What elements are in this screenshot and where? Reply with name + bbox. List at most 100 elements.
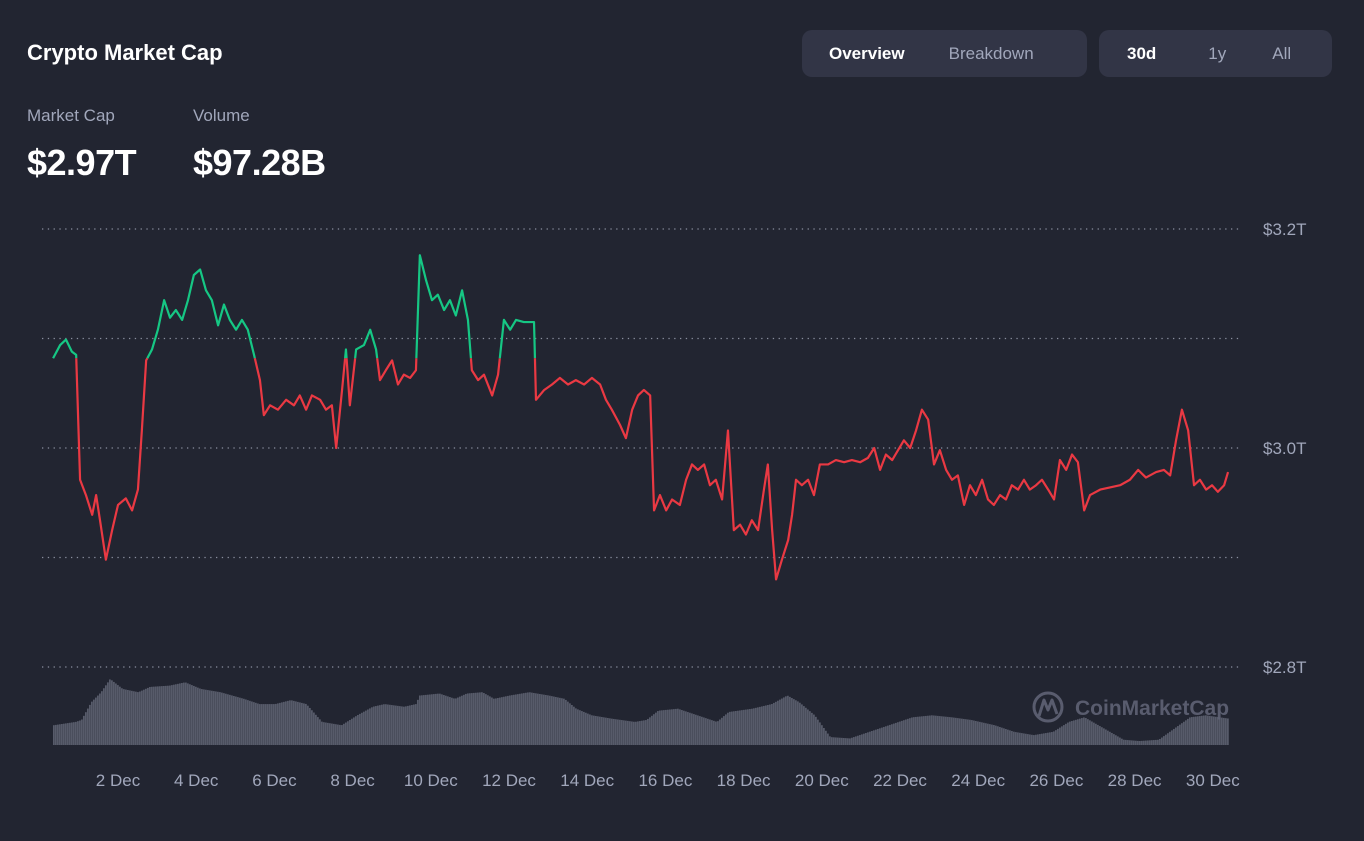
volume-bar — [1111, 732, 1113, 745]
volume-bar — [545, 694, 547, 745]
volume-bar — [403, 706, 405, 745]
volume-bar — [957, 718, 959, 745]
tab-breakdown[interactable]: Breakdown — [948, 43, 1034, 63]
page-title: Crypto Market Cap — [27, 40, 223, 65]
volume-bar — [903, 720, 905, 745]
volume-bar — [849, 738, 851, 745]
volume-bar — [459, 696, 461, 745]
volume-bar — [209, 690, 211, 745]
volume-bar — [583, 711, 585, 745]
volume-bar — [267, 704, 269, 745]
volume-bar — [1035, 734, 1037, 745]
volume-bar — [1029, 734, 1031, 745]
volume-bar — [1013, 731, 1015, 745]
volume-bar — [1187, 718, 1189, 745]
volume-bar — [1217, 717, 1219, 745]
tab-overview[interactable]: Overview — [829, 43, 905, 63]
volume-bar — [99, 693, 101, 745]
volume-bar — [543, 694, 545, 745]
range-30d[interactable]: 30d — [1127, 43, 1157, 63]
volume-bar — [513, 694, 515, 745]
volume-bar — [1143, 740, 1145, 745]
volume-bar — [993, 725, 995, 745]
volume-bar — [197, 687, 199, 745]
volume-bar — [345, 722, 347, 745]
volume-bar — [1071, 721, 1073, 745]
volume-bar — [103, 688, 105, 745]
volume-bar — [643, 720, 645, 745]
volume-bar — [157, 686, 159, 745]
volume-bar — [955, 717, 957, 745]
volume-bar — [1171, 730, 1173, 745]
volume-bar — [1001, 727, 1003, 745]
volume-bar — [91, 701, 93, 745]
range-all[interactable]: All — [1272, 43, 1292, 63]
market-cap-value: $2.97T — [27, 142, 137, 183]
volume-bar — [115, 683, 117, 745]
volume-bar — [327, 722, 329, 745]
volume-bar — [439, 693, 441, 745]
volume-bar — [667, 709, 669, 745]
volume-bar — [1225, 718, 1227, 745]
volume-bar — [823, 727, 825, 745]
volume-bar — [1079, 718, 1081, 745]
volume-bar — [601, 716, 603, 745]
volume-bar — [339, 724, 341, 745]
volume-bar — [515, 694, 517, 745]
volume-bar — [335, 724, 337, 745]
volume-bar — [827, 733, 829, 745]
volume-bar — [179, 683, 181, 745]
volume-bar — [1215, 716, 1217, 745]
volume-bar — [653, 714, 655, 745]
volume-bar — [785, 696, 787, 745]
volume-bar — [937, 715, 939, 745]
volume-bar — [1115, 735, 1117, 745]
volume-bar — [303, 703, 305, 745]
volume-bar — [883, 726, 885, 745]
volume-bar — [779, 699, 781, 745]
volume-bar — [507, 695, 509, 745]
volume-bar — [561, 698, 563, 745]
volume-bar — [901, 720, 903, 745]
volume-bar — [529, 692, 531, 745]
volume-bar — [1167, 733, 1169, 745]
volume-bar — [1023, 733, 1025, 745]
volume-bar — [641, 720, 643, 745]
volume-bar — [1067, 722, 1069, 745]
volume-bar — [979, 721, 981, 745]
volume-bar — [777, 700, 779, 745]
volume-bar — [145, 688, 147, 745]
volume-bar — [1099, 726, 1101, 745]
volume-bar — [189, 684, 191, 745]
x-tick-label: 26 Dec — [1029, 771, 1083, 790]
volume-bar — [923, 716, 925, 745]
volume-bar — [135, 691, 137, 745]
volume-bar — [401, 706, 403, 745]
market-cap-label: Market Cap — [27, 106, 115, 125]
volume-bar — [699, 716, 701, 745]
volume-bar — [1109, 731, 1111, 745]
volume-bar — [803, 706, 805, 745]
volume-bar — [1055, 730, 1057, 745]
volume-bar — [995, 725, 997, 745]
volume-bar — [693, 714, 695, 745]
volume-bar — [457, 697, 459, 745]
volume-bar — [251, 701, 253, 745]
volume-bar — [325, 722, 327, 745]
volume-bar — [433, 694, 435, 745]
volume-bar — [423, 695, 425, 745]
y-tick-label: $3.2T — [1263, 220, 1306, 239]
volume-bar — [891, 724, 893, 745]
watermark-text: CoinMarketCap — [1075, 697, 1229, 720]
range-1y[interactable]: 1y — [1208, 43, 1227, 63]
volume-bar — [425, 694, 427, 745]
volume-bar — [295, 701, 297, 745]
volume-bar — [191, 685, 193, 745]
volume-bar — [707, 718, 709, 745]
volume-bar — [119, 686, 121, 745]
volume-bar — [941, 716, 943, 745]
volume-bar — [869, 731, 871, 745]
volume-bar — [871, 730, 873, 745]
volume-bar — [677, 708, 679, 745]
